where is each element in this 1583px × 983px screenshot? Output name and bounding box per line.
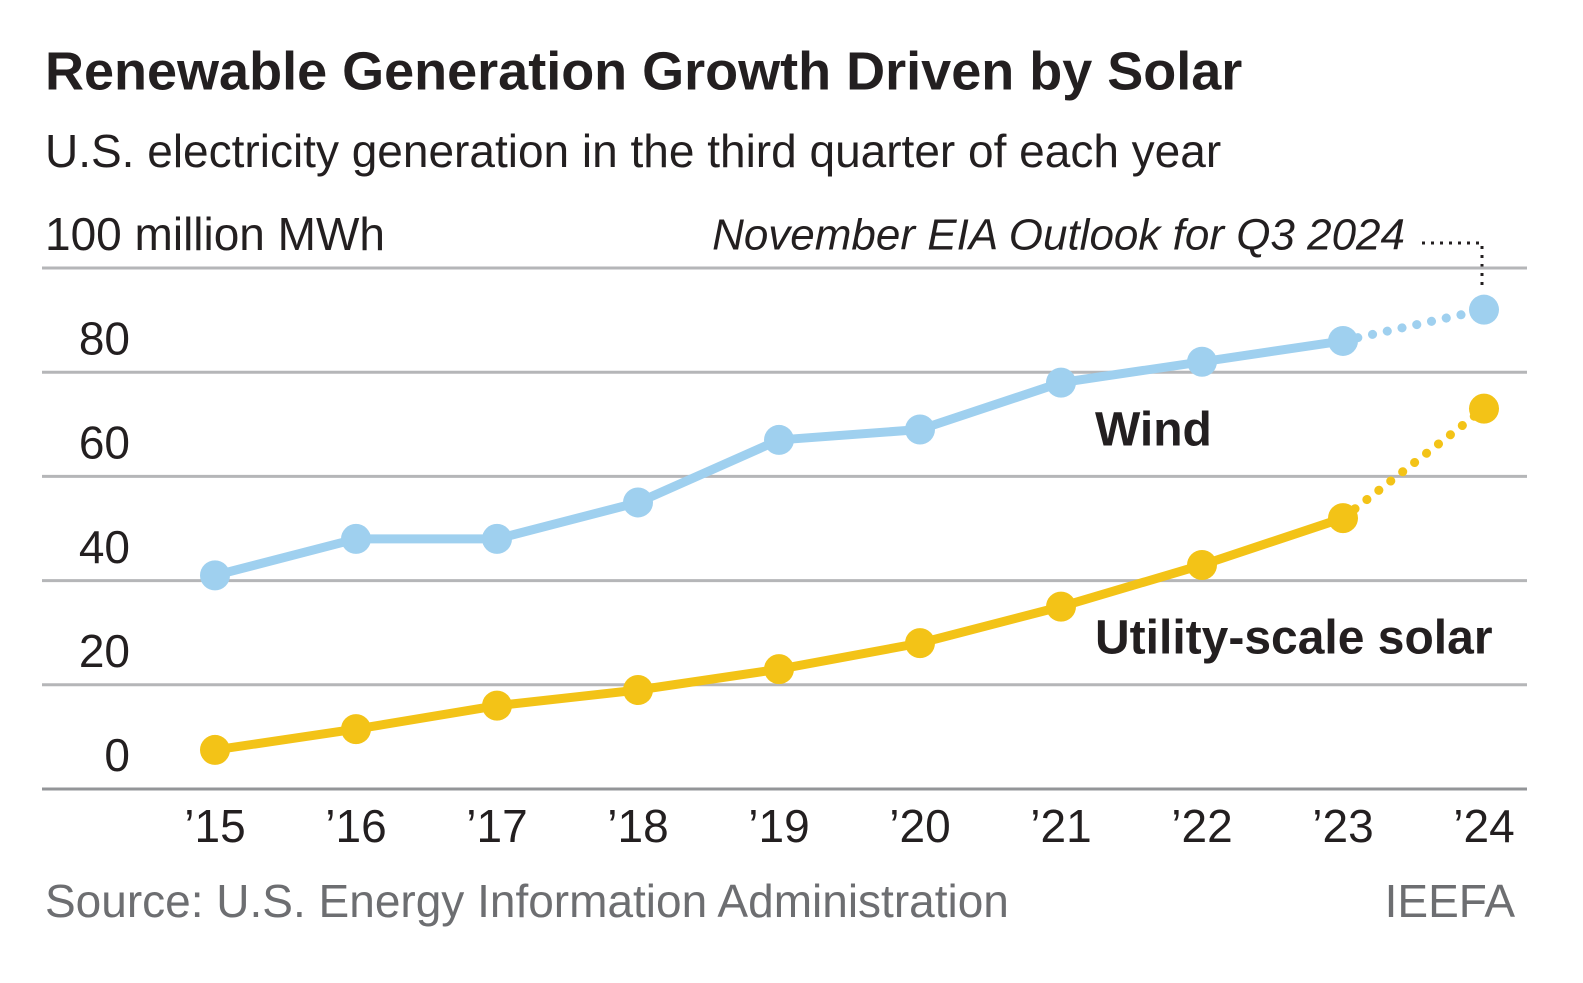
point bbox=[341, 523, 371, 554]
annotation-leader bbox=[1422, 241, 1484, 287]
x-tick-label: ’16 bbox=[325, 800, 386, 852]
x-tick-label: ’20 bbox=[889, 800, 950, 852]
point bbox=[623, 675, 653, 706]
point bbox=[764, 654, 794, 685]
x-tick-label: ’18 bbox=[607, 800, 668, 852]
series-label: Wind bbox=[1095, 404, 1212, 457]
point bbox=[341, 714, 371, 745]
point bbox=[1469, 294, 1499, 325]
point bbox=[1328, 325, 1358, 356]
source: Source: U.S. Energy Information Administ… bbox=[45, 875, 1009, 927]
point bbox=[905, 414, 935, 445]
x-tick-label: ’15 bbox=[184, 800, 245, 852]
y-tick-label: 100 million MWh bbox=[45, 208, 385, 260]
series-label: Utility-scale solar bbox=[1095, 612, 1493, 665]
x-tick-label: ’21 bbox=[1030, 800, 1091, 852]
series-line bbox=[210, 336, 1348, 580]
y-tick-label: 40 bbox=[79, 521, 130, 573]
y-tick-label: 0 bbox=[104, 729, 130, 781]
point bbox=[1469, 393, 1499, 424]
chart-title: Renewable Generation Growth Driven by So… bbox=[45, 41, 1242, 101]
x-tick-label: ’22 bbox=[1171, 800, 1232, 852]
point bbox=[1187, 549, 1217, 580]
credit: IEEFA bbox=[1385, 875, 1516, 927]
point bbox=[200, 560, 230, 591]
x-tick-label: ’24 bbox=[1453, 800, 1514, 852]
chart-subtitle: U.S. electricity generation in the third… bbox=[45, 125, 1221, 177]
y-tick-label: 60 bbox=[79, 417, 130, 469]
x-tick-label: ’19 bbox=[748, 800, 809, 852]
y-tick-label: 20 bbox=[79, 625, 130, 677]
point bbox=[482, 523, 512, 554]
x-tick-label: ’17 bbox=[466, 800, 527, 852]
point bbox=[200, 734, 230, 765]
point bbox=[623, 487, 653, 518]
point bbox=[1328, 503, 1358, 534]
point bbox=[1046, 591, 1076, 622]
forecast-line bbox=[1338, 305, 1489, 346]
point bbox=[1187, 346, 1217, 377]
y-tick-label: 80 bbox=[79, 312, 130, 364]
annotation: November EIA Outlook for Q3 2024 bbox=[712, 211, 1405, 260]
point bbox=[764, 424, 794, 455]
point bbox=[1046, 367, 1076, 398]
forecast-line bbox=[1338, 404, 1489, 523]
x-tick-label: ’23 bbox=[1312, 800, 1373, 852]
point bbox=[905, 628, 935, 659]
point bbox=[482, 690, 512, 721]
